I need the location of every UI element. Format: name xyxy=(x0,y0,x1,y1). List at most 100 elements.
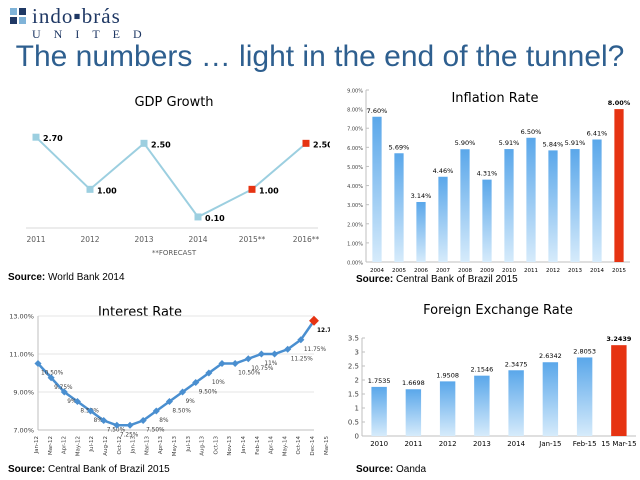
inflation-data-label: 4.46% xyxy=(433,167,454,175)
gdp-x-tick: 2016** xyxy=(293,235,320,244)
interest-x-tick: Mar-15 xyxy=(324,436,330,456)
gdp-x-tick: 2013 xyxy=(134,235,153,244)
interest-point xyxy=(126,421,134,429)
interest-x-tick: Jul-12 xyxy=(89,436,95,453)
interest-x-tick: Jan-14 xyxy=(241,436,247,455)
inflation-x-tick: 2011 xyxy=(524,268,538,274)
inflation-x-tick: 2013 xyxy=(568,268,582,274)
interest-data-label: 8% xyxy=(94,418,104,424)
inflation-bar xyxy=(592,139,602,262)
interest-x-tick: Apr-14 xyxy=(269,436,275,455)
interest-data-label: 11.25% xyxy=(291,356,314,362)
gdp-point xyxy=(86,185,94,193)
gdp-point xyxy=(248,185,256,193)
gdp-source: Source: World Bank 2014 xyxy=(8,272,125,283)
interest-point xyxy=(152,407,160,415)
fx-data-label: 1.7535 xyxy=(368,377,391,385)
gdp-x-tick: 2012 xyxy=(80,235,99,244)
interest-data-label: 7.50% xyxy=(146,428,165,434)
interest-data-label: 7.50% xyxy=(107,428,126,434)
inflation-bar xyxy=(548,150,558,262)
interest-data-label: 8.50% xyxy=(172,409,191,415)
interest-y-tick: 11.00% xyxy=(9,351,34,359)
slide-title: The numbers … light in the end of the tu… xyxy=(15,40,625,73)
interest-x-tick: Oct-13 xyxy=(213,436,219,455)
interest-point xyxy=(284,345,292,353)
gdp-point xyxy=(32,133,40,141)
gdp-series-line xyxy=(35,136,307,219)
logo-wordmark: indo▪brás xyxy=(32,4,121,28)
fx-y-tick: 2 xyxy=(355,377,359,385)
fx-bar xyxy=(371,386,387,436)
interest-x-tick: Mar-12 xyxy=(48,436,54,455)
inflation-bar xyxy=(526,137,536,262)
interest-x-tick: Apr-13 xyxy=(158,436,164,455)
inflation-data-label: 5.91% xyxy=(499,139,520,147)
gdp-point xyxy=(302,139,310,147)
interest-point xyxy=(34,359,42,368)
inflation-title: Inflation Rate xyxy=(451,91,538,106)
inflation-data-label: 5.84% xyxy=(543,140,564,148)
fx-data-label: 2.3475 xyxy=(505,360,528,368)
interest-x-tick: Oct-14 xyxy=(296,436,302,455)
gdp-data-label: 1.00 xyxy=(259,186,279,195)
inflation-y-tick: 3.00% xyxy=(347,203,363,209)
gdp-point xyxy=(140,139,148,147)
interest-point xyxy=(87,407,95,415)
interest-data-label: 11% xyxy=(264,361,277,367)
fx-bar xyxy=(474,375,490,436)
interest-y-tick: 9.00% xyxy=(13,389,34,397)
interest-point xyxy=(73,397,81,406)
fx-data-label: 2.8053 xyxy=(573,347,596,355)
interest-data-label: 10% xyxy=(212,380,225,386)
inflation-rate-chart: Inflation Rate 0.00% 1.00% 2.00% 3.00% 4.00% 5… xyxy=(347,89,631,275)
fx-bar xyxy=(439,381,456,436)
inflation-data-label: 3.14% xyxy=(411,192,432,200)
interest-point xyxy=(47,374,55,382)
interest-y-tick: 13.00% xyxy=(9,313,34,321)
inflation-data-label: 6.50% xyxy=(521,128,542,136)
inflation-source: Source: Central Bank of Brazil 2015 xyxy=(356,274,518,285)
inflation-data-label: 6.41% xyxy=(587,129,608,137)
inflation-y-tick: 5.00% xyxy=(347,165,363,171)
interest-data-label: 12.75% xyxy=(317,328,330,334)
interest-x-tick: May-13 xyxy=(172,436,178,457)
inflation-y-tick: 0.00% xyxy=(347,261,363,267)
interest-point xyxy=(205,369,213,377)
gdp-title: GDP Growth xyxy=(134,95,213,110)
gdp-x-tick: 2011 xyxy=(26,235,45,244)
fx-y-tick: 3.5 xyxy=(348,335,359,343)
inflation-y-tick: 1.00% xyxy=(347,241,363,247)
interest-point xyxy=(192,378,200,387)
interest-x-tick: Jan-13 xyxy=(131,436,137,455)
gdp-growth-chart: GDP Growth 2.70 2011 1.00 2012 2.50 2013 0.10 20… xyxy=(26,95,330,257)
interest-data-label: 11.75% xyxy=(304,347,327,353)
inflation-y-tick: 6.00% xyxy=(347,146,363,152)
interest-data-label: 10.50% xyxy=(238,371,261,377)
inflation-x-tick: 2014 xyxy=(590,268,604,274)
inflation-data-label: 5.91% xyxy=(565,139,586,147)
fx-x-tick: 2012 xyxy=(439,440,457,448)
fx-x-tick: 2014 xyxy=(507,440,525,448)
interest-point xyxy=(218,359,226,368)
inflation-x-tick: 2004 xyxy=(370,268,384,274)
inflation-x-tick: 2006 xyxy=(414,268,428,274)
inflation-bar xyxy=(460,149,470,262)
company-logo: indo▪brás UNITED xyxy=(8,4,198,41)
fx-x-tick: Feb-15 xyxy=(573,440,597,448)
inflation-x-tick: 2009 xyxy=(480,268,494,274)
fx-bar xyxy=(576,357,593,436)
interest-x-tick: Aug-13 xyxy=(200,436,206,456)
inflation-data-label: 5.69% xyxy=(389,143,410,151)
inflation-bar xyxy=(570,149,580,262)
interest-point xyxy=(60,388,68,396)
fx-x-tick: 2010 xyxy=(370,440,388,448)
fx-y-tick: 1 xyxy=(355,405,359,413)
inflation-bar xyxy=(372,116,382,262)
interest-x-tick: Aug-12 xyxy=(103,436,109,456)
fx-source: Source: Oanda xyxy=(356,464,427,475)
fx-data-label: 1.6698 xyxy=(402,379,425,387)
inflation-data-label: 8.00% xyxy=(608,99,631,107)
fx-x-tick: Jan-15 xyxy=(538,440,561,448)
inflation-y-tick: 2.00% xyxy=(347,222,363,228)
